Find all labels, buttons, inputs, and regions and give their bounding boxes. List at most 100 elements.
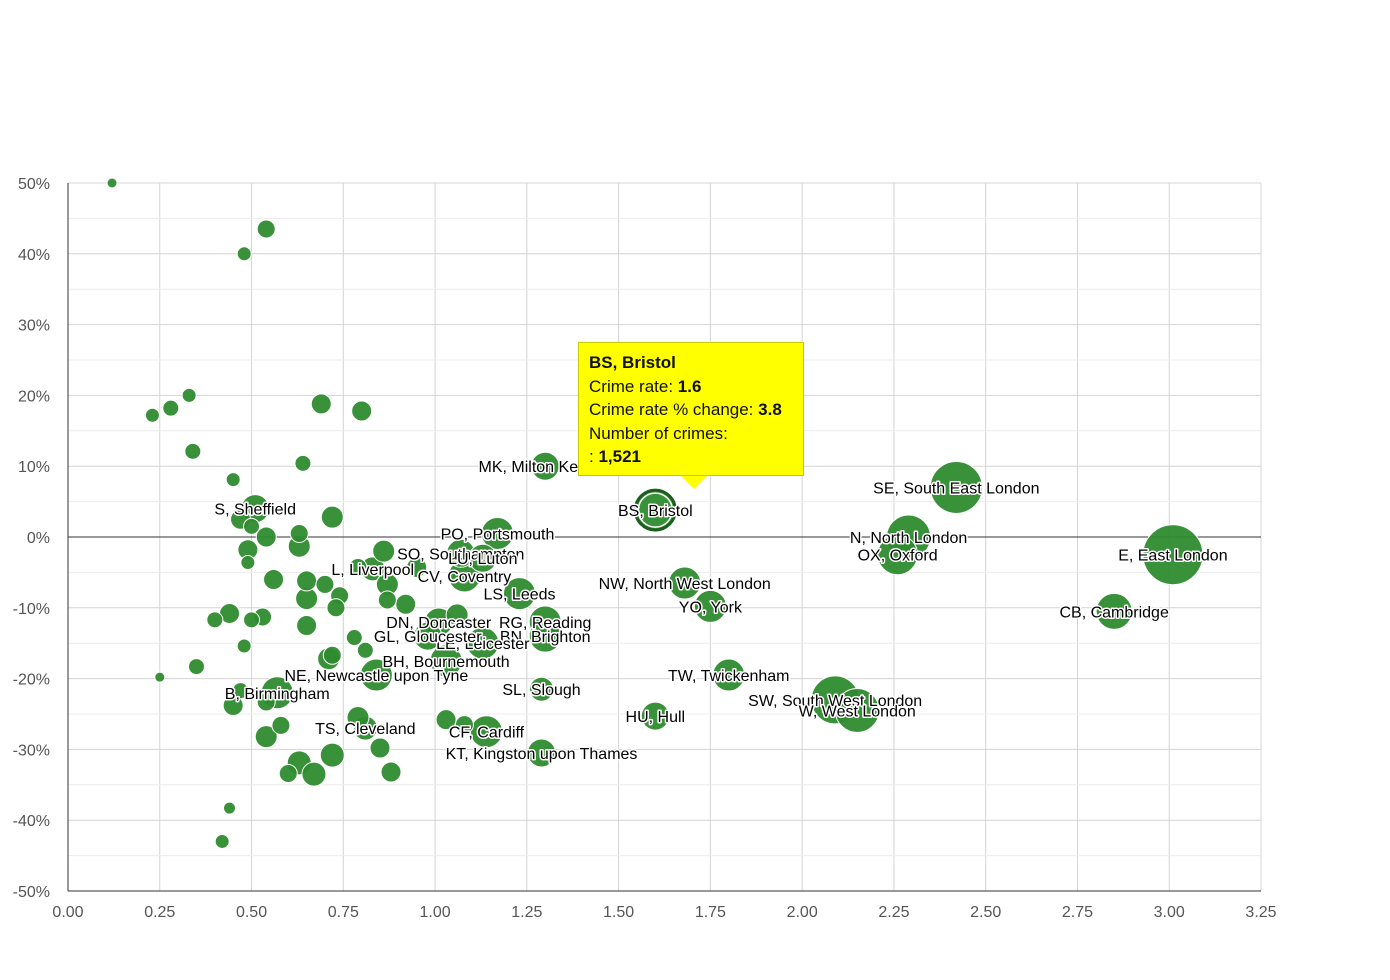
bubble[interactable] [315, 574, 335, 594]
bubble[interactable] [243, 517, 261, 535]
bubble[interactable] [929, 460, 983, 514]
bubble[interactable] [530, 451, 560, 481]
x-tick-label: 0.25 [144, 904, 175, 921]
bubble[interactable] [348, 557, 368, 577]
bubble[interactable] [528, 619, 562, 653]
bubble[interactable] [319, 742, 345, 768]
bubble-label: S, Sheffield [214, 502, 296, 519]
bubble[interactable] [214, 833, 230, 849]
bubble[interactable] [223, 801, 237, 815]
bubble[interactable] [377, 590, 397, 610]
bubble[interactable] [106, 177, 118, 189]
bubble[interactable] [162, 399, 180, 417]
bubble[interactable] [184, 442, 202, 460]
bubble[interactable] [429, 644, 463, 678]
bubble-label: CB, Cambridge [1059, 604, 1168, 621]
bubble[interactable] [435, 709, 457, 731]
bubble-label: LS, Leeds [483, 587, 555, 604]
bubble[interactable] [154, 671, 166, 683]
bubble[interactable] [406, 556, 428, 578]
bubble[interactable] [380, 761, 402, 783]
bubble-label: L, Liverpool [331, 562, 414, 579]
y-tick-label: -30% [13, 742, 50, 759]
bubble[interactable] [468, 543, 498, 573]
bubble[interactable] [301, 761, 327, 787]
bubble[interactable] [254, 725, 278, 749]
bubble[interactable] [144, 407, 160, 423]
y-tick-label: 0% [27, 530, 50, 547]
bubble[interactable] [693, 589, 727, 623]
bubble[interactable] [345, 629, 363, 647]
bubble[interactable] [369, 737, 391, 759]
tooltip-count-label: Number of crimes: [589, 423, 728, 443]
x-tick-label: 1.50 [603, 904, 634, 921]
x-tick-label: 1.25 [511, 904, 542, 921]
bubble[interactable] [413, 621, 443, 651]
bubble[interactable] [351, 400, 373, 422]
bubble[interactable] [243, 611, 261, 629]
bubble[interactable] [236, 638, 252, 654]
bubble[interactable] [445, 603, 469, 627]
bubble[interactable] [206, 611, 224, 629]
bubble-label: HU, Hull [626, 709, 686, 726]
x-tick-label: 3.00 [1154, 904, 1185, 921]
x-tick-label: 0.50 [236, 904, 267, 921]
bubble[interactable] [326, 598, 346, 618]
bubble[interactable] [222, 695, 244, 717]
bubble[interactable] [289, 523, 309, 543]
bubble-label: CF, Cardiff [449, 725, 525, 742]
y-tick-label: -10% [13, 601, 50, 618]
bubble[interactable] [395, 593, 417, 615]
bubble[interactable] [834, 687, 880, 733]
x-tick-label: 0.00 [52, 904, 83, 921]
bubble[interactable] [294, 454, 312, 472]
bubble[interactable] [356, 641, 374, 659]
x-tick-label: 0.75 [328, 904, 359, 921]
bubble-label: PO, Portsmouth [441, 526, 555, 543]
tooltip: BS, Bristol Crime rate: 1.6 Crime rate %… [578, 342, 804, 476]
bubble[interactable] [236, 246, 252, 262]
bubble[interactable] [296, 570, 318, 592]
y-tick-label: 20% [18, 388, 50, 405]
bubble[interactable] [256, 219, 276, 239]
bubble[interactable] [527, 738, 557, 768]
bubble-label: N, North London [850, 530, 967, 547]
bubble[interactable] [322, 645, 342, 665]
bubble[interactable] [1095, 592, 1133, 630]
bubble[interactable] [454, 715, 474, 735]
x-tick-label: 2.50 [970, 904, 1001, 921]
bubble[interactable] [181, 387, 197, 403]
bubble[interactable] [503, 577, 537, 611]
bubble[interactable] [255, 526, 277, 548]
bubble[interactable] [263, 568, 285, 590]
bubble[interactable] [877, 534, 919, 576]
bubble[interactable] [372, 539, 396, 563]
bubble[interactable] [232, 682, 250, 700]
bubble[interactable] [480, 516, 514, 550]
y-tick-label: 30% [18, 318, 50, 335]
bubble[interactable] [712, 658, 746, 692]
x-tick-label: 3.25 [1245, 904, 1276, 921]
bubble[interactable] [225, 472, 241, 488]
bubble[interactable] [633, 488, 677, 532]
bubble[interactable] [668, 566, 702, 600]
bubble[interactable] [271, 715, 291, 735]
bubble[interactable] [296, 615, 318, 636]
bubble[interactable] [240, 554, 256, 570]
bubble[interactable] [640, 701, 670, 731]
bubble[interactable] [187, 658, 205, 676]
bubble[interactable] [466, 626, 500, 660]
bubble-label: CV, Coventry [418, 569, 512, 586]
bubble[interactable] [359, 658, 393, 692]
bubble[interactable] [278, 763, 298, 783]
bubble[interactable] [1142, 524, 1204, 586]
bubble-label: BH, Bournemouth [382, 654, 509, 671]
bubble[interactable] [256, 692, 276, 712]
bubble[interactable] [346, 706, 370, 730]
x-tick-label: 2.25 [878, 904, 909, 921]
bubble[interactable] [310, 393, 332, 415]
bubble[interactable] [320, 505, 344, 529]
x-tick-label: 2.75 [1062, 904, 1093, 921]
bubble[interactable] [529, 676, 555, 702]
bubbles [106, 177, 1204, 849]
